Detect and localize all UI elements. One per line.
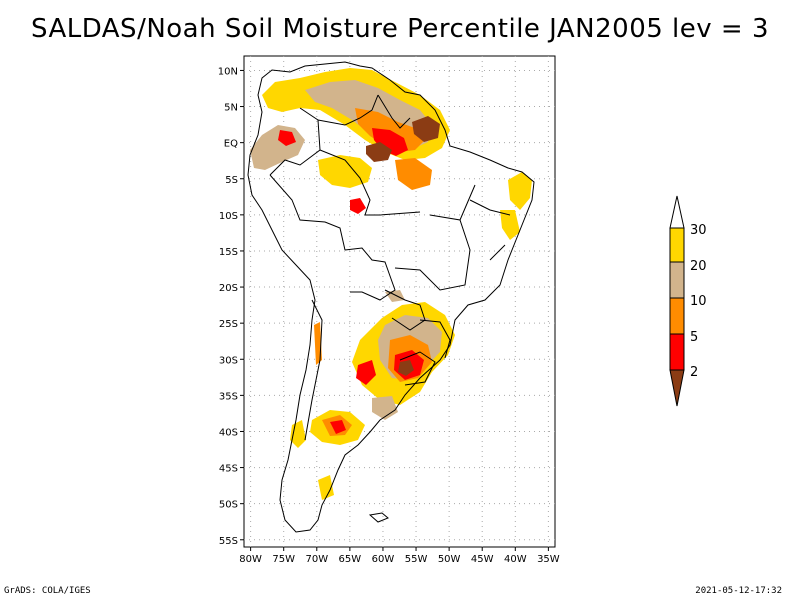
lon-label: 80W bbox=[239, 554, 262, 565]
lon-label: 40W bbox=[504, 554, 527, 565]
colorbar-label-10: 10 bbox=[690, 294, 707, 309]
lon-label: 55W bbox=[405, 554, 428, 565]
lat-label: 45S bbox=[219, 464, 238, 475]
shade-south-patagonia bbox=[318, 475, 334, 500]
lon-label: 70W bbox=[305, 554, 328, 565]
border-venezuela bbox=[317, 94, 379, 126]
border-bolivia bbox=[344, 247, 396, 301]
footer-timestamp: 2021-05-12-17:32 bbox=[695, 586, 782, 596]
border-paraguay bbox=[384, 289, 426, 331]
border-brazil-north bbox=[319, 149, 421, 216]
lat-label: 55S bbox=[219, 536, 238, 547]
shade-ne-yellow bbox=[508, 172, 532, 210]
colorbar-label-2: 2 bbox=[690, 365, 698, 380]
lat-label: 5S bbox=[225, 175, 238, 186]
colorbar-swatch-5 bbox=[669, 333, 685, 371]
border-falklands bbox=[368, 512, 389, 523]
shade-amazon-red bbox=[350, 198, 366, 214]
south-america-coastline bbox=[247, 61, 535, 533]
continent-outline bbox=[247, 61, 535, 533]
border-guyana bbox=[377, 94, 411, 129]
colorbar: 30 20 10 5 2 bbox=[669, 195, 707, 407]
latitude-labels: 10N 5N EQ 5S 10S 15S 20S 25S 30S 35S 40S 45S 50S 55S bbox=[218, 66, 244, 547]
lat-label: EQ bbox=[224, 139, 238, 150]
lat-label: 5N bbox=[224, 103, 238, 114]
lat-label: 40S bbox=[219, 427, 238, 438]
lon-label: 45W bbox=[471, 554, 494, 565]
border-uruguay bbox=[399, 351, 436, 386]
shade-amazon-orange bbox=[395, 158, 432, 190]
border-colombia bbox=[269, 107, 321, 176]
lon-label: 75W bbox=[272, 554, 295, 565]
lat-label: 20S bbox=[219, 283, 238, 294]
shade-east-argentina bbox=[372, 396, 398, 420]
lat-label: 15S bbox=[219, 247, 238, 258]
border-peru bbox=[269, 174, 346, 251]
colorbar-swatch-30 bbox=[669, 227, 685, 263]
colorbar-label-20: 20 bbox=[690, 259, 707, 274]
lat-label: 35S bbox=[219, 391, 238, 402]
colorbar-swatch-10 bbox=[669, 297, 685, 335]
colorbar-label-5: 5 bbox=[690, 330, 698, 345]
shade-ne-coast-yellow bbox=[500, 210, 520, 240]
lon-label: 35W bbox=[537, 554, 560, 565]
colorbar-swatch-20 bbox=[669, 261, 685, 299]
border-chile bbox=[304, 299, 323, 441]
shade-north-brown-1 bbox=[366, 142, 392, 162]
lat-label: 30S bbox=[219, 355, 238, 366]
longitude-labels: 80W 75W 70W 65W 60W 55W 50W 45W 40W 35W bbox=[239, 547, 560, 565]
shade-north-brown-2 bbox=[412, 116, 440, 142]
colorbar-label-30: 30 bbox=[690, 223, 707, 238]
shade-north-red bbox=[372, 128, 408, 156]
lat-label: 50S bbox=[219, 500, 238, 511]
lat-label: 25S bbox=[219, 319, 238, 330]
lon-label: 60W bbox=[372, 554, 395, 565]
border-argentina-brazil bbox=[419, 319, 451, 359]
shade-west-red bbox=[278, 130, 296, 146]
footer-credit: GrADS: COLA/IGES bbox=[4, 586, 91, 596]
shade-amazon-yellow bbox=[318, 155, 372, 188]
shade-argentina-red bbox=[356, 360, 376, 385]
lat-label: 10N bbox=[218, 66, 238, 77]
lon-label: 65W bbox=[339, 554, 362, 565]
colorbar-bottom-arrow bbox=[669, 369, 685, 407]
shade-patagonia-red bbox=[330, 420, 346, 434]
shade-andes-yellow bbox=[290, 420, 306, 448]
map-title: SALDAS/Noah Soil Moisture Percentile JAN… bbox=[30, 14, 770, 44]
lon-label: 50W bbox=[438, 554, 461, 565]
border-brazil-ne bbox=[459, 184, 511, 261]
colorbar-top-arrow bbox=[669, 195, 685, 229]
shade-south-brown bbox=[398, 360, 414, 376]
lat-label: 10S bbox=[219, 211, 238, 222]
